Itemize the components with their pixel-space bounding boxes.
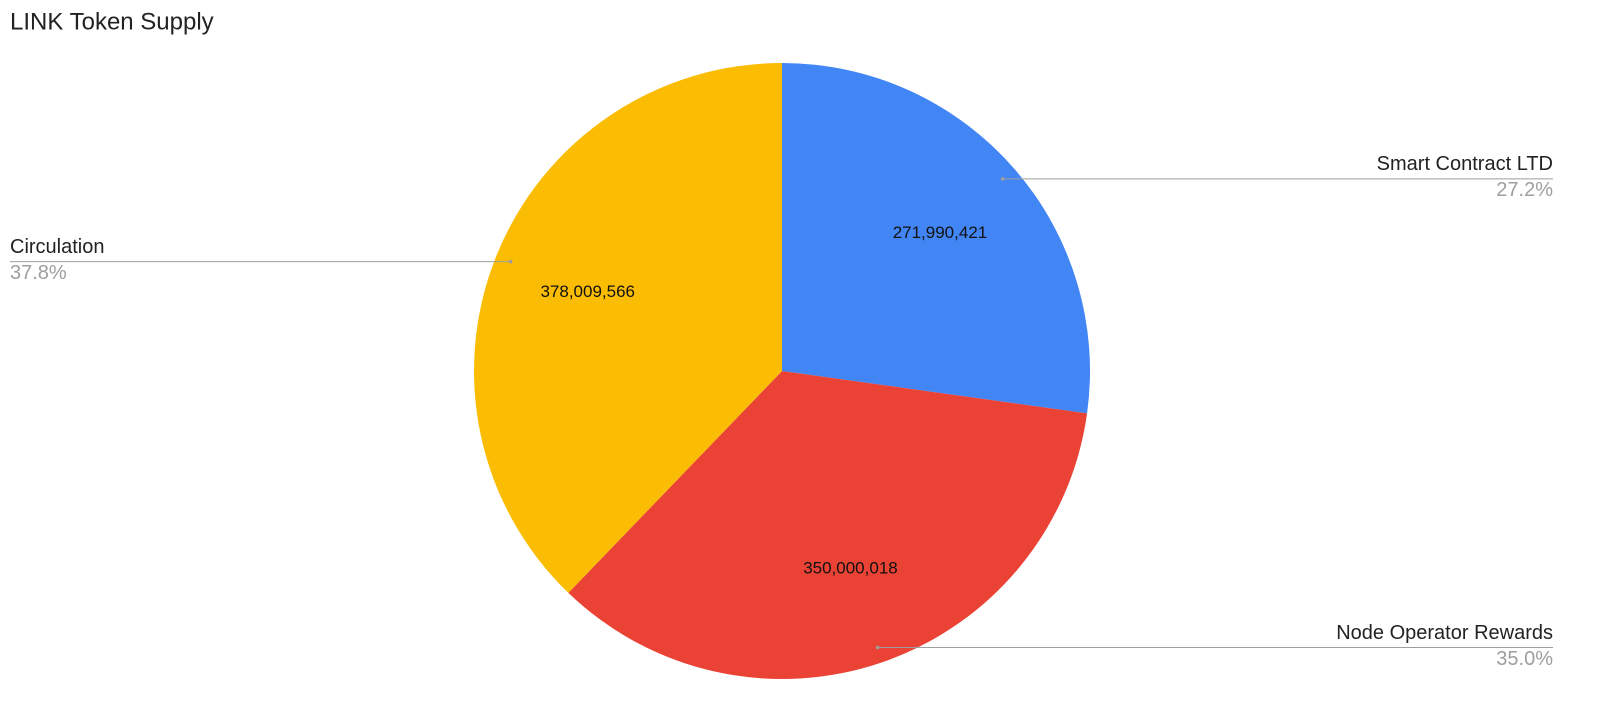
value-label: 271,990,421 <box>893 223 988 242</box>
legend-label: Smart Contract LTD <box>1377 153 1553 175</box>
legend-label: Circulation <box>10 236 104 258</box>
leader-dot <box>875 645 880 650</box>
pie-slice <box>474 63 782 593</box>
percent-label: 27.2% <box>1496 179 1553 201</box>
value-label: 378,009,566 <box>540 282 635 301</box>
pie-slice <box>568 371 1088 680</box>
chart-title: LINK Token Supply <box>10 8 214 35</box>
pie-slice <box>782 63 1091 414</box>
percent-label: 35.0% <box>1496 648 1553 670</box>
value-label: 350,000,018 <box>803 558 898 577</box>
leader-dot <box>508 259 513 264</box>
leader-dot <box>1000 177 1005 181</box>
percent-label: 37.8% <box>10 262 67 284</box>
legend-label: Node Operator Rewards <box>1336 622 1553 644</box>
